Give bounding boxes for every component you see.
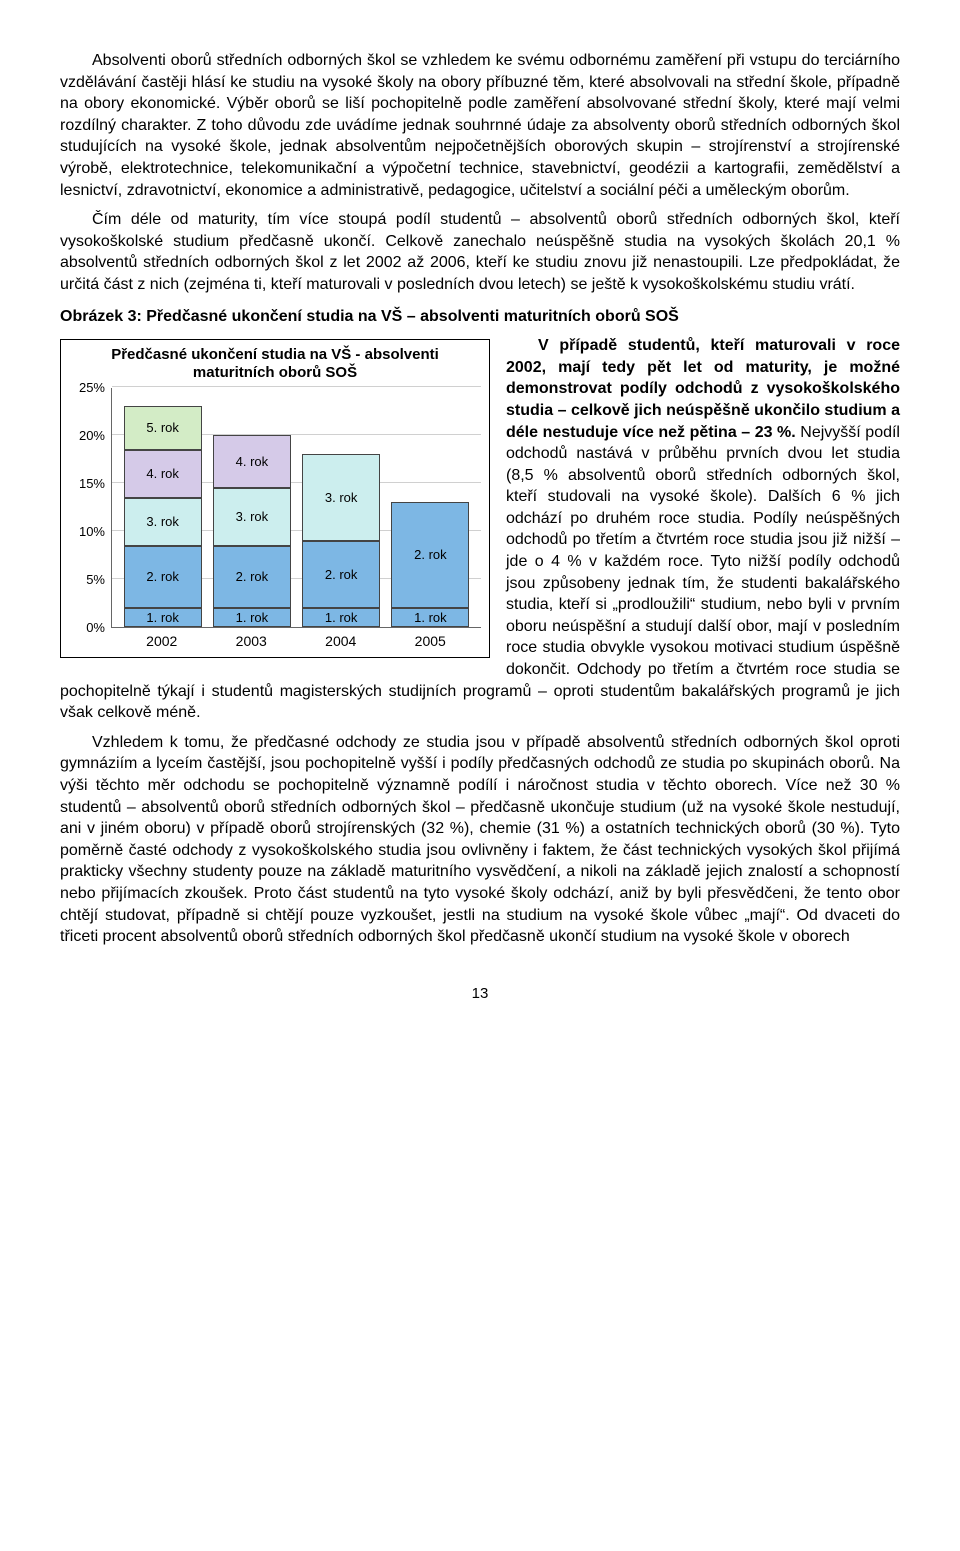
chart-plot-area: 1. rok2. rok3. rok4. rok5. rok1. rok2. r…	[111, 388, 481, 628]
bar-segment: 1. rok	[391, 608, 469, 627]
bar-segment: 3. rok	[213, 488, 291, 546]
bar-segment: 2. rok	[302, 541, 380, 608]
y-tick-label: 5%	[86, 571, 105, 589]
bar-segment: 3. rok	[302, 454, 380, 540]
bar-2002: 1. rok2. rok3. rok4. rok5. rok	[124, 406, 202, 627]
bar-2003: 1. rok2. rok3. rok4. rok	[213, 435, 291, 627]
y-tick-label: 0%	[86, 619, 105, 637]
paragraph-1: Absolventi oborů středních odborných ško…	[60, 50, 900, 201]
bar-segment: 5. rok	[124, 406, 202, 449]
bar-segment: 2. rok	[213, 546, 291, 608]
bar-segment: 2. rok	[391, 502, 469, 608]
y-tick-label: 15%	[79, 475, 105, 493]
x-tick-label: 2004	[325, 632, 356, 651]
x-tick-label: 2005	[415, 632, 446, 651]
y-tick-label: 20%	[79, 427, 105, 445]
chart-y-axis: 0%5%10%15%20%25%	[69, 388, 111, 628]
bar-2005: 1. rok2. rok	[391, 502, 469, 627]
bar-2004: 1. rok2. rok3. rok	[302, 454, 380, 627]
page-number: 13	[60, 984, 900, 1004]
chart-container: Předčasné ukončení studia na VŠ - absolv…	[60, 339, 490, 658]
bar-segment: 1. rok	[213, 608, 291, 627]
bar-segment: 1. rok	[302, 608, 380, 627]
y-tick-label: 10%	[79, 523, 105, 541]
bar-segment: 1. rok	[124, 608, 202, 627]
x-tick-label: 2002	[146, 632, 177, 651]
chart-x-axis: 2002 2003 2004 2005	[111, 628, 481, 651]
bar-segment: 4. rok	[124, 450, 202, 498]
y-tick-label: 25%	[79, 379, 105, 397]
bar-segment: 3. rok	[124, 498, 202, 546]
bar-segment: 4. rok	[213, 435, 291, 488]
paragraph-4: Vzhledem k tomu, že předčasné odchody ze…	[60, 732, 900, 948]
x-tick-label: 2003	[236, 632, 267, 651]
chart-title: Předčasné ukončení studia na VŠ - absolv…	[69, 346, 481, 382]
figure-caption: Obrázek 3: Předčasné ukončení studia na …	[60, 306, 900, 328]
paragraph-2: Čím déle od maturity, tím více stoupá po…	[60, 209, 900, 295]
bar-segment: 2. rok	[124, 546, 202, 608]
